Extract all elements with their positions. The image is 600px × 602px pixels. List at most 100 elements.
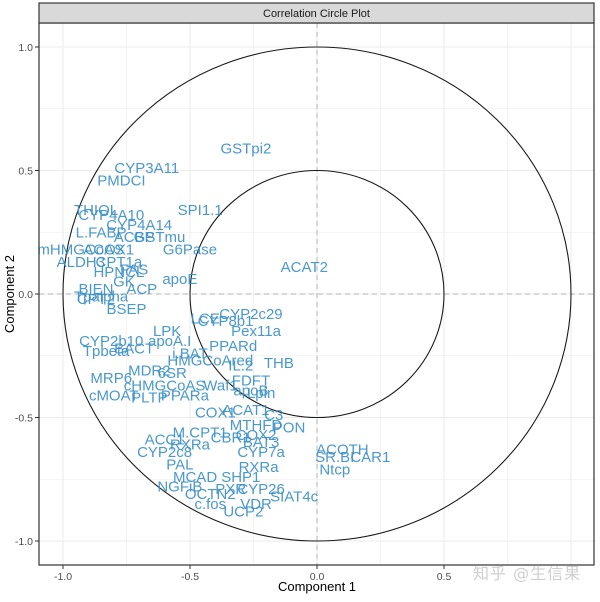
outer-circle: [62, 46, 572, 542]
x-axis-title: Component 1: [278, 579, 356, 594]
variable-label: ACBP: [114, 229, 155, 246]
variable-label: LCE: [191, 311, 220, 328]
variable-label: NGFiB: [157, 479, 202, 496]
variable-label: SHP1: [221, 469, 260, 486]
variable-label: HMGCoAred: [167, 353, 253, 370]
variable-label: MDR2: [128, 363, 171, 380]
reference-lines: [39, 23, 594, 565]
x-tick-label: 0.5: [437, 571, 452, 583]
correlation-circles: [62, 46, 572, 542]
variable-label: GK: [113, 274, 135, 291]
variable-label: BSEP: [106, 301, 146, 318]
variable-label: THIOL: [74, 202, 118, 219]
variable-label: THB: [264, 355, 294, 372]
variable-label: CYP4A10: [78, 207, 144, 224]
variable-label: L.FABP: [76, 224, 127, 241]
variable-label: FAS: [120, 261, 148, 278]
variable-label: cHMGCoAS: [124, 377, 206, 394]
x-tick-label: -1.0: [54, 571, 72, 583]
x-tick-label: 0.0: [310, 571, 325, 583]
variable-label: Ntcp: [319, 461, 350, 478]
y-tick-label: -0.5: [15, 413, 33, 425]
variable-label: LPK: [153, 323, 181, 340]
variable-label: CYP2c29: [219, 306, 282, 323]
variable-label: ACOX1: [83, 242, 134, 259]
variable-label: PPARd: [209, 338, 257, 355]
variable-label: RXRa: [170, 437, 211, 454]
variable-label: Waf1: [203, 377, 237, 394]
variable-label: PPARa: [161, 387, 210, 404]
y-tick-label: 1.0: [18, 42, 33, 54]
variable-label: BACT: [114, 340, 154, 357]
variable-label: VDR: [240, 496, 272, 513]
variable-label: M.CPT1: [173, 424, 228, 441]
y-tick-label: 0.0: [18, 289, 33, 301]
variable-label: Tpbeta: [83, 343, 130, 360]
variable-label: apoB: [233, 382, 268, 399]
variable-label: ACC1: [145, 432, 185, 449]
variable-label: SIAT4c: [270, 489, 319, 506]
y-axis-ticks: 1.0 0.5 0.0 -0.5 -1.0: [15, 42, 39, 548]
variable-label: CYP7a: [237, 444, 285, 461]
variable-label: SR.BI: [315, 449, 354, 466]
variable-label: SPI1.1: [178, 202, 223, 219]
variable-label: BAT3: [243, 434, 279, 451]
variable-label: GSTpi2: [220, 140, 271, 157]
variable-label: UCP2: [223, 503, 263, 520]
variable-label: Lpin: [247, 385, 275, 402]
variable-label: OCTN2: [185, 486, 236, 503]
variable-label: HPNCL: [93, 264, 144, 281]
variable-label: C3: [264, 407, 283, 424]
variable-label: cMOAT: [89, 387, 139, 404]
facet-strip: Correlation Circle Plot: [38, 2, 595, 24]
variable-label: apoE: [162, 271, 197, 288]
variable-label: MRP6: [90, 370, 132, 387]
variable-label: PAL: [166, 456, 193, 473]
variable-label: CYP3A11: [114, 160, 179, 177]
variable-label: i.BAT: [172, 345, 208, 362]
x-axis-ticks: -1.0 -0.5 0.0 0.5: [54, 565, 451, 583]
variable-label: c.fos: [194, 496, 226, 513]
variable-label: MCAD: [173, 469, 217, 486]
y-tick-label: 0.5: [18, 166, 33, 178]
y-tick-label: -1.0: [15, 536, 33, 548]
y-axis-title: Component 2: [2, 255, 17, 333]
variable-label: GSTmu: [134, 229, 186, 246]
variable-label: CPT1a: [96, 254, 143, 271]
variable-label: mHMGCoAS: [37, 242, 124, 259]
variable-label: PMDCI: [97, 172, 145, 189]
variable-label: RXRa: [239, 459, 280, 476]
variable-label: COX2: [236, 427, 277, 444]
variable-label: BIEN: [79, 281, 114, 298]
variable-label: CYP2c8: [137, 444, 192, 461]
inner-circle: [189, 169, 445, 419]
variable-label: CBR1: [211, 429, 251, 446]
variable-label: 6SR: [158, 365, 187, 382]
variable-label: CYP2b10: [79, 333, 143, 350]
variable-label: CYP26: [237, 481, 285, 498]
variable-label: IL.2: [228, 358, 253, 375]
variable-label: ACAT1: [222, 402, 269, 419]
variable-label: Tpalpha: [74, 288, 129, 305]
variable-label: MTHFD: [230, 417, 283, 434]
variable-label: CAR1: [350, 449, 390, 466]
variable-label: ACAT2: [281, 259, 328, 276]
variable-label: ACP: [126, 281, 157, 298]
variable-label: ACOTH: [316, 442, 369, 459]
variable-label: apoA.I: [148, 333, 191, 350]
variable-label: ALDH3: [57, 254, 105, 271]
variable-label: FDFT: [232, 372, 270, 389]
variable-label: PXR: [215, 481, 246, 498]
x-tick-label: -0.5: [181, 571, 199, 583]
variable-label: PON: [273, 419, 306, 436]
variable-label: PLTP: [131, 390, 167, 407]
variable-label: G6Pase: [163, 242, 217, 259]
strip-background: [38, 2, 595, 24]
variable-label: CPT2: [77, 291, 115, 308]
chart-title: Correlation Circle Plot: [263, 8, 370, 20]
variable-label: CYP8b1: [198, 313, 254, 330]
variable-label: Pex11a: [231, 323, 281, 340]
